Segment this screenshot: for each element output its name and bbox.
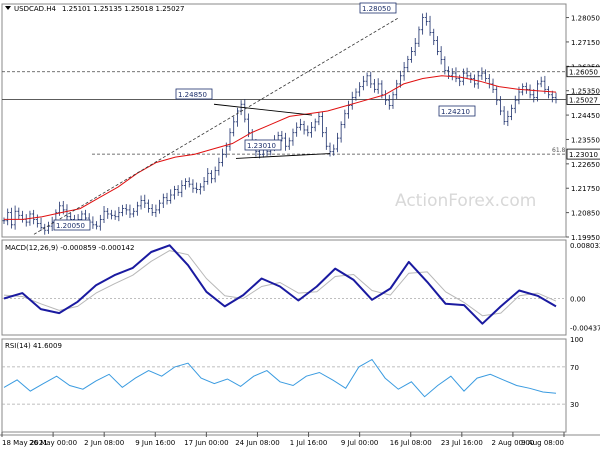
x-tick-label: 2 Jun 08:00 (84, 439, 124, 447)
y-tick-label: 1.21750 (571, 185, 600, 193)
chart-title: USDCAD.H4 (14, 5, 57, 13)
y-tick-label: 1.20850 (571, 210, 600, 218)
y-tick-label: 1.27150 (571, 39, 600, 47)
macd-tick-label: 0.00 (570, 295, 586, 303)
rsi-tick-label: 30 (570, 401, 579, 409)
triangle-lower-line (235, 153, 331, 159)
annotation-label: 1.28050 (362, 5, 391, 13)
macd-line (3, 244, 557, 325)
macd-title: MACD(12,26,9) -0.000859 -0.000142 (5, 244, 134, 252)
x-tick-label: 24 Jun 08:00 (235, 439, 279, 447)
x-tick-label: 2 Aug 00:00 (492, 439, 535, 447)
watermark-text: ActionForex.com (395, 191, 536, 211)
panel-frame-price (1, 3, 567, 238)
panel-frame-rsi (1, 338, 567, 433)
ohlc-values: 1.25101 1.25135 1.25018 1.25027 (62, 5, 184, 13)
macd-tick-label: 0.008032 (570, 242, 600, 250)
price-level-tag (566, 66, 600, 78)
annotation-label: 1.24850 (178, 91, 207, 99)
macd-tick-label: -0.004379 (570, 325, 600, 333)
price-level-tag (566, 94, 600, 105)
rsi-title: RSI(14) 41.6009 (5, 342, 62, 350)
x-tick-label: 23 Jul 16:00 (441, 439, 483, 447)
fib-level-label: 61.8 (552, 147, 566, 154)
x-tick-label: 9 Jul 00:00 (341, 439, 379, 447)
dropdown-triangle-icon (5, 6, 11, 10)
x-tick-label: 17 Jun 00:00 (184, 439, 228, 447)
y-tick-label: 1.22650 (571, 161, 600, 169)
price-level-label: 1.23010 (569, 151, 598, 159)
triangle-upper-line (213, 103, 313, 116)
trend-line-dashed (33, 17, 400, 235)
annotation-box (438, 105, 476, 117)
annotation-box (175, 88, 213, 100)
price-level-label: 1.26050 (569, 69, 598, 77)
x-tick-label: 26 May 00:00 (29, 439, 77, 447)
moving-average-line (4, 75, 557, 220)
x-tick-label: 16 Jul 08:00 (390, 439, 432, 447)
rsi-tick-label: 70 (570, 364, 579, 372)
y-tick-label: 1.28050 (571, 15, 600, 23)
y-tick-label: 1.23550 (571, 136, 600, 144)
rsi-line (3, 358, 557, 398)
y-tick-label: 1.19950 (571, 234, 600, 242)
annotation-label: 1.23010 (247, 142, 276, 150)
price-level-label: 1.25027 (569, 96, 598, 104)
price-level-tag (566, 148, 600, 160)
panel-frame-macd (1, 239, 567, 336)
annotation-label: 1.20050 (56, 222, 85, 230)
x-tick-label: 1 Jul 16:00 (290, 439, 328, 447)
x-tick-label: 9 Aug 08:00 (521, 439, 564, 447)
y-tick-label: 1.25350 (571, 88, 600, 96)
annotation-box (359, 2, 397, 14)
rsi-tick-label: 100 (570, 336, 583, 344)
annotation-box (53, 219, 91, 231)
x-tick-label: 9 Jun 16:00 (135, 439, 175, 447)
annotation-box (244, 139, 282, 151)
annotation-label: 1.24210 (441, 108, 470, 116)
x-tick-label: 18 May 2021 (2, 439, 48, 447)
macd-signal-line (3, 250, 557, 317)
y-tick-label: 1.24450 (571, 112, 600, 120)
